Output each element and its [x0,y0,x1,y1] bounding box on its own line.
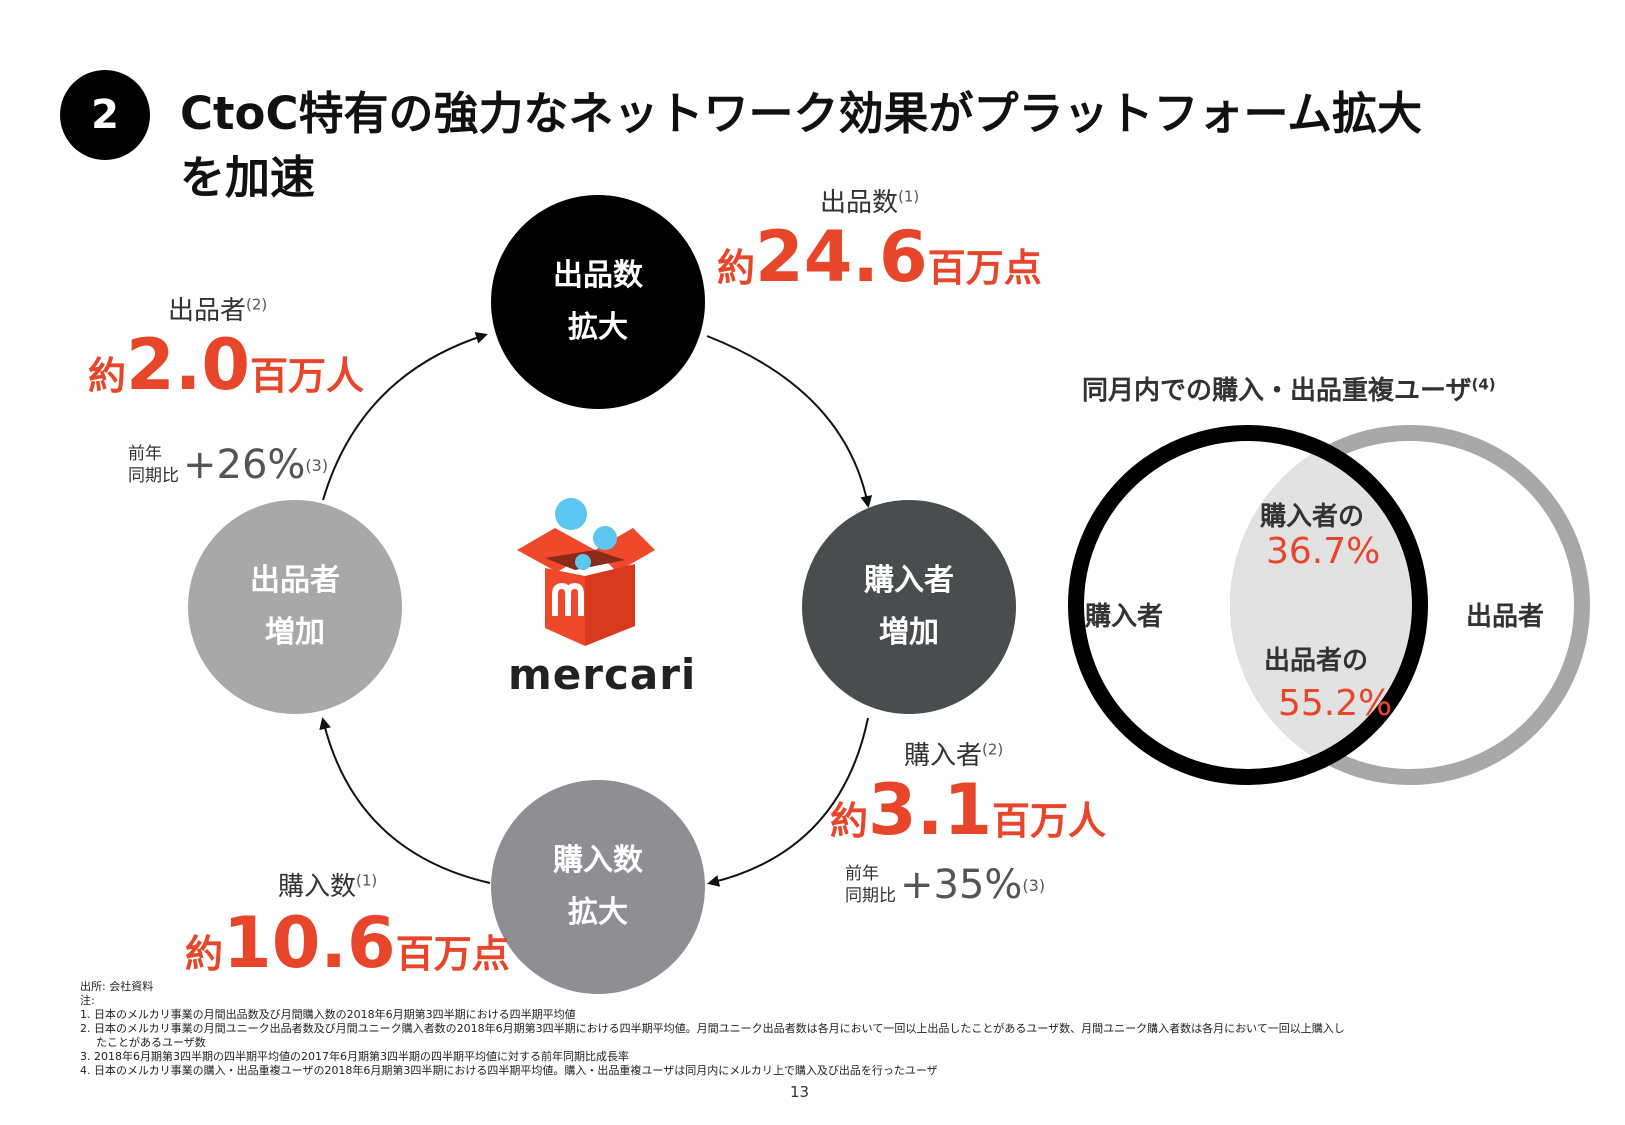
venn-title-note: (4) [1471,375,1496,394]
sellers-metric: 約2.0百万人 [88,330,364,400]
listings-metric: 約24.6百万点 [717,222,1042,292]
purchases-label-text: 購入数 [278,872,357,902]
footnote-heading: 注: [80,994,95,1007]
buyers-yoy-label-1: 前年 [845,864,879,884]
buyers-yoy-label: 前年 同期比 [845,863,896,907]
sellers-prefix: 約 [88,354,127,398]
footnote-item: 4. 日本のメルカリ事業の購入・出品重複ユーザの2018年6月期第3四半期におけ… [80,1064,938,1077]
buyers-metric: 約3.1百万人 [830,775,1106,845]
circle-listings-growth: 出品数 拡大 [491,195,705,409]
buyers-label-text: 購入者 [904,741,983,771]
circle-buyers-line-2: 増加 [879,615,939,650]
arrow-right-to-bottom [707,717,869,887]
buyers-note: (2) [982,740,1004,759]
buyers-value: 3.1 [868,769,993,851]
purchases-metric: 約10.6百万点 [185,908,510,978]
listings-value: 24.6 [755,216,928,298]
arrow-top-to-right [706,335,873,508]
footnote-item: 2. 日本のメルカリ事業の月間ユニーク出品者数及び月間ユニーク購入者数の2018… [80,1022,1345,1035]
buyers-yoy-value: +35% [900,862,1023,908]
circle-buyers-growth: 購入者 増加 [802,500,1016,714]
venn-title: 同月内での購入・出品重複ユーザ(4) [1082,370,1496,407]
page-title: CtoC特有の強力なネットワーク効果がプラットフォーム拡大 を加速 [180,82,1580,210]
listings-prefix: 約 [717,246,756,290]
footnote-item: たことがあるユーザ数 [96,1036,206,1049]
circle-sellers-line-2: 増加 [265,615,325,650]
venn-overlap [1230,425,1428,785]
footnote-item: 1. 日本のメルカリ事業の月間出品数及び月間購入数の2018年6月期第3四半期に… [80,1008,576,1021]
venn-right-label: 出品者 [1466,602,1545,632]
sellers-yoy-label: 前年 同期比 [128,443,179,487]
sellers-yoy-label-1: 前年 [128,444,162,464]
venn-overlap-buyers-label: 購入者の [1260,502,1365,532]
arrow-bottom-to-left [319,717,491,884]
page-title-line-2: を加速 [180,151,316,204]
circle-listings-line-1: 出品数 [553,258,643,293]
purchases-unit: 百万点 [395,932,510,976]
mercari-logo-text: mercari [508,650,697,699]
mercari-box-icon [517,498,655,646]
venn-overlap-buyers-pct: 36.7% [1266,531,1381,572]
sellers-note: (2) [246,295,268,314]
buyers-yoy-note: (3) [1022,875,1046,895]
purchases-note: (1) [356,871,378,890]
footnotes: 出所: 会社資料 注: 1. 日本のメルカリ事業の月間出品数及び月間購入数の20… [80,980,1480,1078]
listings-unit: 百万点 [927,246,1042,290]
venn-title-text: 同月内での購入・出品重複ユーザ [1082,376,1472,406]
circle-sellers-line-1: 出品者 [250,563,340,598]
sellers-yoy-label-2: 同期比 [128,466,179,486]
listings-note: (1) [898,187,920,206]
venn-diagram [1068,425,1590,785]
sellers-value: 2.0 [126,324,251,406]
arrow-left-to-top [322,332,488,501]
sellers-unit: 百万人 [250,354,365,398]
circle-purchases-line-2: 拡大 [568,895,628,930]
sellers-yoy-value: +26% [183,442,306,488]
page-number: 13 [790,1083,810,1101]
circle-listings-line-2: 拡大 [568,310,628,345]
purchases-prefix: 約 [185,932,224,976]
circle-purchases-growth: 購入数 拡大 [491,780,705,994]
buyers-unit: 百万人 [992,799,1107,843]
footnote-item: 3. 2018年6月期第3四半期の四半期平均値の2017年6月期第3四半期の四半… [80,1050,629,1063]
buyers-yoy: 前年 同期比 +35% (3) [845,862,1045,908]
venn-left-ring [1068,425,1428,785]
venn-overlap-sellers-label: 出品者の [1264,646,1369,676]
sellers-label-text: 出品者 [168,296,247,326]
sellers-label: 出品者(2) [168,290,267,327]
purchases-value: 10.6 [223,902,396,984]
circle-sellers-growth: 出品者 増加 [188,500,402,714]
listings-label-text: 出品数 [820,188,899,218]
sellers-yoy-note: (3) [305,455,329,475]
section-number-badge: 2 [60,70,150,160]
sellers-yoy: 前年 同期比 +26% (3) [128,442,328,488]
purchases-label: 購入数(1) [278,866,377,903]
listings-label: 出品数(1) [820,182,919,219]
venn-overlap-sellers-pct: 55.2% [1278,683,1393,724]
circle-buyers-line-1: 購入者 [864,563,954,598]
section-number: 2 [91,92,119,138]
venn-left-label: 購入者 [1085,602,1164,632]
buyers-prefix: 約 [830,799,869,843]
circle-purchases-line-1: 購入数 [553,843,643,878]
footnote-source: 出所: 会社資料 [80,980,154,993]
page-title-line-1: CtoC特有の強力なネットワーク効果がプラットフォーム拡大 [180,87,1423,140]
buyers-yoy-label-2: 同期比 [845,886,896,906]
buyers-label: 購入者(2) [904,735,1003,772]
